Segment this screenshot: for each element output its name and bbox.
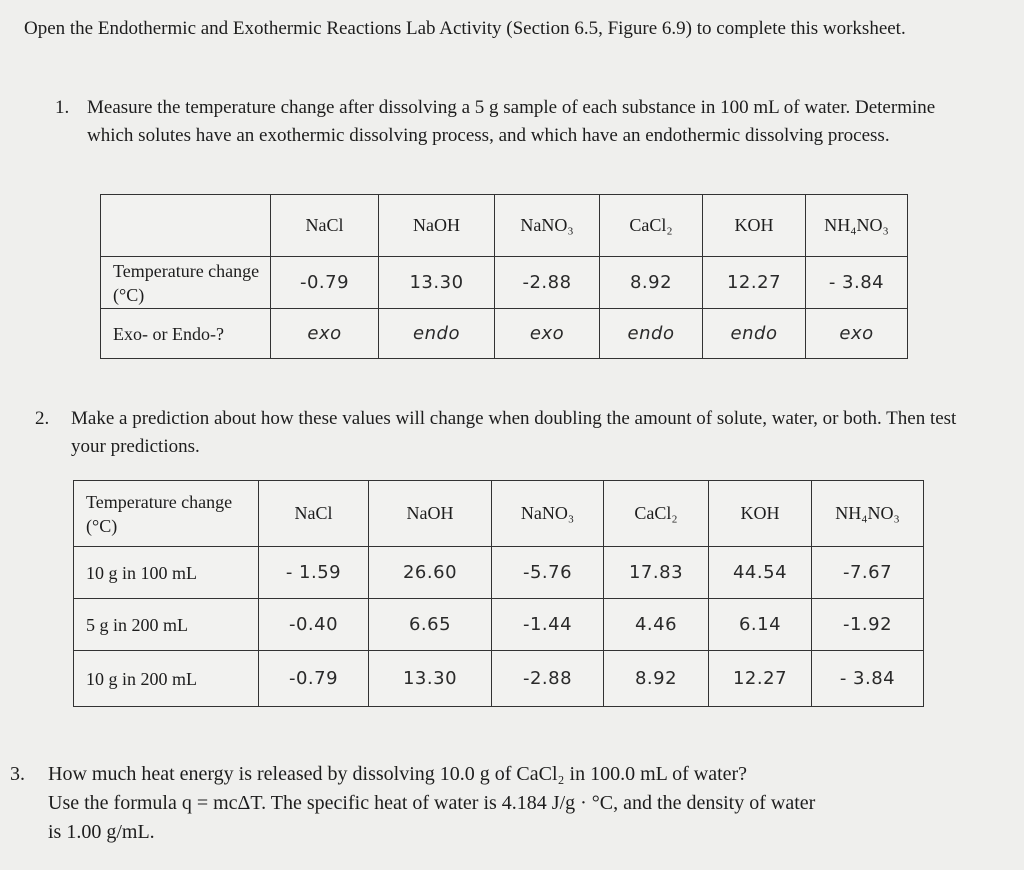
table-row: 5 g in 200 mL -0.40 6.65 -1.44 4.46 6.14… (73, 598, 924, 651)
table2-header-row: Temperature change (°C) NaCl NaOH NaNO₃ … (73, 480, 924, 547)
table1-temp-nacl[interactable]: -0.79 (270, 256, 379, 309)
table1-type-cacl2[interactable]: endo (599, 308, 703, 359)
table1-header-nacl: NaCl (270, 194, 379, 257)
question-2-number: 2. (35, 408, 50, 429)
table2-header-nacl: NaCl (258, 480, 369, 547)
table2-row-label-10g-100ml: 10 g in 100 mL (73, 546, 259, 599)
question-3-number: 3. (10, 763, 25, 785)
table2-cell-cacl2[interactable]: 17.83 (603, 546, 709, 599)
table2-cell-naoh[interactable]: 26.60 (368, 546, 492, 599)
table1-type-row: Exo- or Endo-? exo endo exo endo endo ex… (100, 308, 908, 359)
question-3-text: How much heat energy is released by diss… (48, 760, 1008, 847)
question-1-text: Measure the temperature change after dis… (87, 97, 936, 146)
table2-cell-nano3[interactable]: -5.76 (491, 546, 604, 599)
table-row: 10 g in 200 mL -0.79 13.30 -2.88 8.92 12… (73, 650, 924, 707)
table2-row-label-10g-200ml: 10 g in 200 mL (73, 650, 259, 707)
table2-cell-naoh[interactable]: 13.30 (368, 650, 492, 707)
table2-cell-koh[interactable]: 6.14 (708, 598, 812, 651)
worksheet-intro: Open the Endothermic and Exothermic Reac… (24, 18, 906, 39)
table2-cell-koh[interactable]: 12.27 (708, 650, 812, 707)
table1-type-koh[interactable]: endo (702, 308, 806, 359)
table1-header-row: NaCl NaOH NaNO₃ CaCl₂ KOH NH₄NO₃ (100, 194, 908, 257)
question-3-line-2: Use the formula q = mcΔT. The specific h… (48, 792, 816, 814)
table1-type-label: Exo- or Endo-? (100, 308, 271, 359)
table2-cell-nano3[interactable]: -1.44 (491, 598, 604, 651)
table2-cell-naoh[interactable]: 6.65 (368, 598, 492, 651)
table2-header-cacl2: CaCl₂ (603, 480, 709, 547)
table1-temp-naoh[interactable]: 13.30 (378, 256, 495, 309)
table2-header-naoh: NaOH (368, 480, 492, 547)
table2-cell-cacl2[interactable]: 8.92 (603, 650, 709, 707)
table1-temp-nh4no3[interactable]: - 3.84 (805, 256, 908, 309)
table1-type-nano3[interactable]: exo (494, 308, 600, 359)
table1-temp-cacl2[interactable]: 8.92 (599, 256, 703, 309)
results-table-prediction: Temperature change (°C) NaCl NaOH NaNO₃ … (73, 480, 924, 707)
table1-header-nh4no3: NH₄NO₃ (805, 194, 908, 257)
table2-cell-nacl[interactable]: -0.40 (258, 598, 369, 651)
table2-header-nano3: NaNO₃ (491, 480, 604, 547)
table2-cell-koh[interactable]: 44.54 (708, 546, 812, 599)
question-1-number: 1. (55, 97, 70, 118)
table2-row-label-5g-200ml: 5 g in 200 mL (73, 598, 259, 651)
table2-cell-nacl[interactable]: - 1.59 (258, 546, 369, 599)
table2-cell-nh4no3[interactable]: - 3.84 (811, 650, 924, 707)
table2-cell-cacl2[interactable]: 4.46 (603, 598, 709, 651)
table2-corner-label: Temperature change (°C) (73, 480, 259, 547)
table2-cell-nh4no3[interactable]: -1.92 (811, 598, 924, 651)
table2-cell-nh4no3[interactable]: -7.67 (811, 546, 924, 599)
question-3-line-1: How much heat energy is released by diss… (48, 763, 748, 785)
results-table-5g: NaCl NaOH NaNO₃ CaCl₂ KOH NH₄NO₃ Tempera… (100, 194, 908, 359)
table1-temp-nano3[interactable]: -2.88 (494, 256, 600, 309)
table2-cell-nacl[interactable]: -0.79 (258, 650, 369, 707)
table1-type-nacl[interactable]: exo (270, 308, 379, 359)
question-2-text: Make a prediction about how these values… (71, 408, 957, 457)
table1-type-nh4no3[interactable]: exo (805, 308, 908, 359)
table1-temperature-row: Temperature change (°C) -0.79 13.30 -2.8… (100, 256, 908, 309)
table2-header-koh: KOH (708, 480, 812, 547)
question-3-line-3: is 1.00 g/mL. (48, 821, 155, 843)
table1-temp-koh[interactable]: 12.27 (702, 256, 806, 309)
table2-header-nh4no3: NH₄NO₃ (811, 480, 924, 547)
table-row: 10 g in 100 mL - 1.59 26.60 -5.76 17.83 … (73, 546, 924, 599)
table1-header-nano3: NaNO₃ (494, 194, 600, 257)
table1-header-koh: KOH (702, 194, 806, 257)
table1-temperature-label: Temperature change (°C) (100, 256, 271, 309)
table1-corner-cell (100, 194, 271, 257)
table1-header-cacl2: CaCl₂ (599, 194, 703, 257)
table1-header-naoh: NaOH (378, 194, 495, 257)
table2-cell-nano3[interactable]: -2.88 (491, 650, 604, 707)
table1-type-naoh[interactable]: endo (378, 308, 495, 359)
